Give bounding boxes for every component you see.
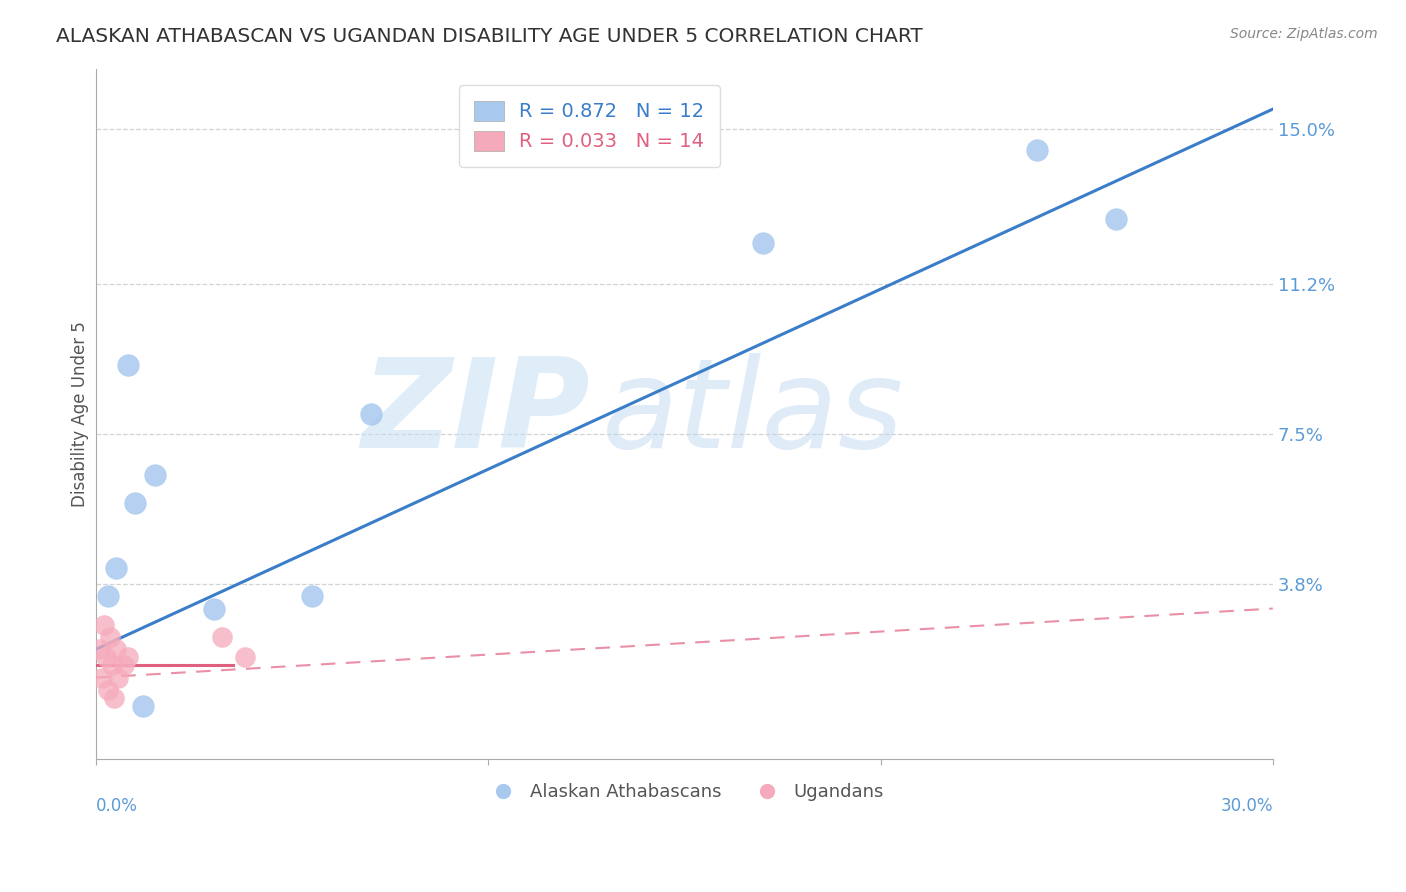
Text: ZIP: ZIP [361,353,591,475]
Point [233,650,256,665]
Point [104,642,127,657]
Point [132,698,155,713]
Y-axis label: Disability Age Under 5: Disability Age Under 5 [72,321,89,507]
Point [360,407,382,421]
Point [107,671,129,685]
Point [94,650,117,665]
Point [97,682,120,697]
Point [97,590,120,604]
Point [101,658,124,673]
Point [124,496,146,510]
Point [117,650,139,665]
Point [112,658,135,673]
Point [104,561,127,575]
Point [1026,143,1049,157]
Point [202,601,225,615]
Point [301,590,323,604]
Point [93,617,115,632]
Text: atlas: atlas [602,353,904,475]
Text: 30.0%: 30.0% [1220,797,1272,814]
Point [117,358,139,372]
Point [103,690,125,705]
Text: Source: ZipAtlas.com: Source: ZipAtlas.com [1230,27,1378,41]
Point [89,642,111,657]
Point [98,630,121,644]
Legend: Alaskan Athabascans, Ugandans: Alaskan Athabascans, Ugandans [478,776,891,808]
Text: 0.0%: 0.0% [96,797,138,814]
Text: ALASKAN ATHABASCAN VS UGANDAN DISABILITY AGE UNDER 5 CORRELATION CHART: ALASKAN ATHABASCAN VS UGANDAN DISABILITY… [56,27,922,45]
Point [211,630,233,644]
Point [91,671,114,685]
Point [143,467,166,482]
Point [1105,211,1128,226]
Point [752,236,775,251]
